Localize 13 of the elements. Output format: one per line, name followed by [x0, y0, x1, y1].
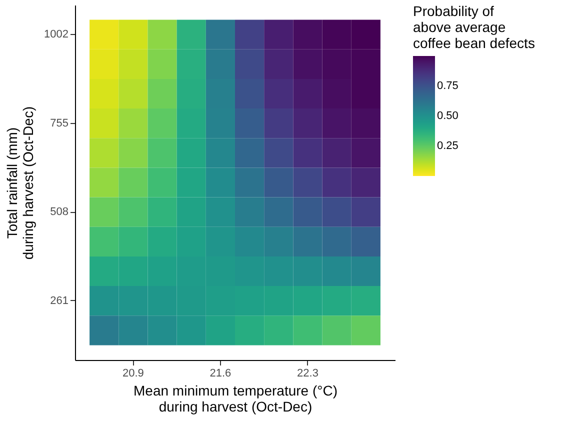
x-tick-label: 21.6: [210, 368, 232, 380]
color-bar-label: 0.25: [437, 140, 458, 152]
legend-title: Probability of above average coffee bean defects: [413, 3, 535, 51]
y-tick-label: 1002: [44, 28, 68, 41]
color-bar-label: 0.50: [437, 110, 458, 122]
color-bar-label: 0.75: [437, 80, 458, 92]
y-tick-label: 755: [50, 117, 68, 130]
y-axis-title: Total rainfall (mm) during harvest (Oct-Dec): [4, 106, 36, 260]
y-tick-label: 261: [50, 294, 68, 307]
y-tick-label: 508: [50, 206, 68, 218]
x-tick-label: 22.3: [297, 368, 318, 380]
x-tick-label: 20.9: [122, 368, 144, 380]
x-axis-title: Mean minimum temperature (°C) during harvest (Oct-Dec): [134, 382, 338, 414]
